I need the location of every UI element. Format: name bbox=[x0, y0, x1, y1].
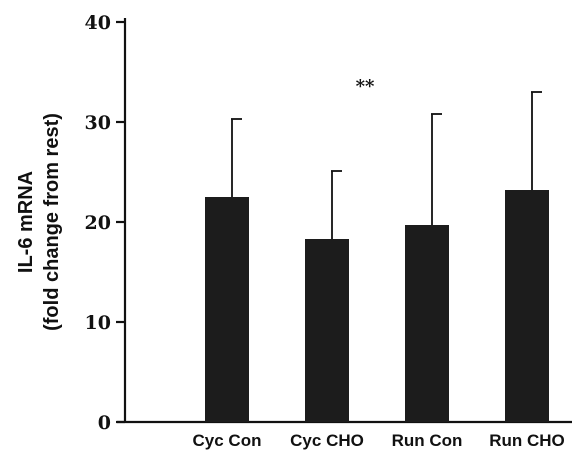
bar bbox=[405, 225, 449, 422]
y-tick-label: 40 bbox=[85, 12, 111, 34]
y-axis-title: IL-6 mRNA (fold change from rest) bbox=[15, 113, 63, 331]
y-axis-title-line2: (fold change from rest) bbox=[41, 113, 63, 331]
x-tick-label: Run Con bbox=[392, 431, 463, 450]
y-axis-title-line1: IL-6 mRNA bbox=[15, 171, 37, 273]
significance-annotation: ** bbox=[356, 76, 375, 97]
y-tick-label: 30 bbox=[85, 112, 111, 134]
x-tick-label: Cyc Con bbox=[193, 431, 262, 450]
x-tick-label: Cyc CHO bbox=[290, 431, 364, 450]
x-tick-label: Run CHO bbox=[489, 431, 565, 450]
bars bbox=[205, 91, 549, 422]
bar bbox=[505, 190, 549, 422]
bar bbox=[205, 197, 249, 422]
x-tick-labels: Cyc Con Cyc CHO Run Con Run CHO bbox=[193, 431, 565, 450]
y-tick-label: 0 bbox=[98, 412, 111, 434]
bar bbox=[305, 239, 349, 422]
y-ticks: 0 10 20 30 40 bbox=[85, 12, 125, 434]
y-tick-label: 10 bbox=[85, 312, 111, 334]
y-tick-label: 20 bbox=[85, 212, 111, 234]
